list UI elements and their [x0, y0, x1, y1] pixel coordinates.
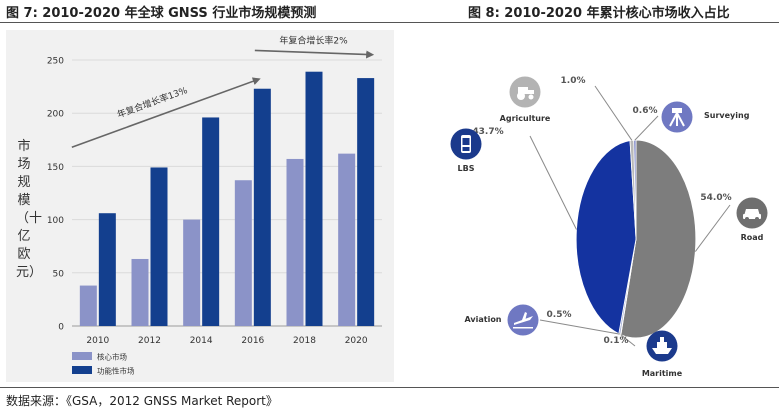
- top-divider: [0, 22, 779, 23]
- source-note: 数据来源：《GSA，2012 GNSS Market Report》: [6, 394, 278, 408]
- bar-core-market: [183, 219, 201, 326]
- tractor-icon: [509, 76, 541, 108]
- figure-7-title: 图 7: 2010-2020 年全球 GNSS 行业市场规模预测: [6, 6, 317, 21]
- figure-8-title: 图 8: 2010-2020 年累计核心市场收入占比: [468, 6, 730, 21]
- pie-slice-road: [620, 139, 697, 339]
- x-tick-label: 2018: [293, 336, 316, 346]
- annotation-cagr-13: 年复合增长率13%: [115, 84, 189, 121]
- bar-core-market: [286, 158, 304, 326]
- y-tick-label: 200: [47, 110, 64, 120]
- bar-core-market: [338, 153, 356, 326]
- annotation-cagr-2: 年复合增长率2%: [279, 34, 348, 46]
- bar-functional-market: [202, 117, 220, 327]
- bar-functional-market: [305, 71, 323, 326]
- value-label-maritime: 0.1%: [604, 336, 629, 346]
- callout-line-aviation: [539, 319, 620, 335]
- trend-arrow-2pct: [254, 49, 375, 59]
- value-label-lbs: 43.7%: [472, 127, 503, 137]
- callout-line-surveying: [634, 115, 659, 141]
- bar-core-market: [79, 285, 97, 326]
- callout-line-lbs: [529, 135, 577, 230]
- y-tick-label: 50: [53, 269, 65, 279]
- plane-icon: [507, 304, 539, 336]
- y-tick-label: 100: [47, 216, 64, 226]
- category-label-aviation: Aviation: [464, 315, 501, 324]
- category-label-agriculture: Agriculture: [500, 114, 551, 123]
- survey-tripod-icon: [661, 101, 693, 133]
- x-tick-label: 2014: [190, 336, 213, 346]
- legend-label: 核心市场: [97, 352, 127, 362]
- category-label-maritime: Maritime: [642, 369, 683, 378]
- pie-chart: 54.0% Road 0.1% Maritime 0.5% Aviation 43.7% LB…: [450, 76, 768, 378]
- bar-core-market: [131, 258, 149, 326]
- callout-line-road: [694, 204, 731, 252]
- x-tick-label: 2016: [241, 336, 264, 346]
- legend-label: 功能性市场: [97, 366, 135, 376]
- trend-arrow-13pct: [71, 77, 261, 148]
- legend-swatch: [72, 352, 92, 360]
- bar-functional-market: [150, 167, 168, 326]
- x-tick-label: 2010: [86, 336, 109, 346]
- bar-functional-market: [253, 88, 271, 326]
- bar-functional-market: [357, 78, 375, 326]
- callout-line-agriculture: [594, 85, 633, 141]
- phone-icon: [450, 128, 482, 160]
- pie-slice-lbs: [575, 140, 637, 335]
- bar-chart: 0 50 100 150 200 250 2010 2012 2014 2016 2018 2020 年…: [47, 34, 382, 376]
- value-label-aviation: 0.5%: [547, 310, 572, 320]
- x-tick-label: 2012: [138, 336, 161, 346]
- y-tick-label: 0: [58, 323, 64, 333]
- ship-icon: [646, 330, 678, 362]
- value-label-surveying: 0.6%: [633, 106, 658, 116]
- y-tick-label: 250: [47, 57, 64, 67]
- bottom-divider: [0, 387, 779, 388]
- bar-core-market: [234, 180, 252, 326]
- category-label-surveying: Surveying: [704, 111, 750, 120]
- callout-line-maritime: [620, 334, 636, 347]
- bar-chart-panel: 市场规模（十亿欧元） 0 50 100 150 200 250 2010 2012 2014 20…: [6, 30, 394, 382]
- legend-swatch: [72, 366, 92, 374]
- y-tick-label: 150: [47, 163, 64, 173]
- category-label-road: Road: [741, 233, 764, 242]
- value-label-agriculture: 1.0%: [561, 76, 586, 86]
- value-label-road: 54.0%: [700, 193, 731, 203]
- car-icon: [736, 197, 768, 229]
- bar-functional-market: [98, 213, 116, 326]
- x-tick-label: 2020: [345, 336, 368, 346]
- category-label-lbs: LBS: [458, 164, 475, 173]
